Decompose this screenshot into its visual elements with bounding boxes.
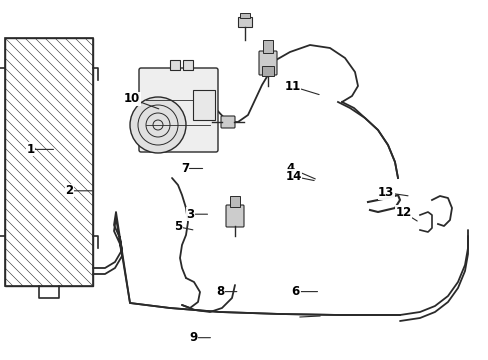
FancyBboxPatch shape [225, 205, 244, 227]
Text: 6: 6 [291, 285, 317, 298]
Bar [238, 17, 251, 27]
FancyBboxPatch shape [259, 51, 276, 75]
Text: 13: 13 [377, 186, 407, 199]
FancyBboxPatch shape [139, 68, 218, 152]
Bar [240, 13, 249, 18]
Text: 14: 14 [285, 170, 313, 183]
FancyBboxPatch shape [221, 116, 235, 128]
Text: 5: 5 [174, 220, 192, 233]
Text: 10: 10 [123, 93, 159, 109]
Bar [183, 60, 193, 70]
Text: 7: 7 [181, 162, 202, 175]
Text: 1: 1 [26, 143, 53, 156]
Text: 2: 2 [65, 184, 92, 197]
Text: 3: 3 [186, 208, 207, 221]
Text: 4: 4 [286, 162, 315, 179]
Text: 8: 8 [216, 285, 236, 298]
Bar [5, 38, 93, 286]
Bar [262, 66, 273, 76]
Text: 9: 9 [189, 331, 210, 344]
Text: 12: 12 [394, 206, 416, 221]
Bar [263, 40, 272, 53]
Text: 11: 11 [284, 80, 319, 95]
Bar [193, 90, 215, 120]
Bar [229, 196, 240, 207]
Bar [5, 38, 93, 286]
Bar [170, 60, 180, 70]
Circle shape [130, 97, 185, 153]
